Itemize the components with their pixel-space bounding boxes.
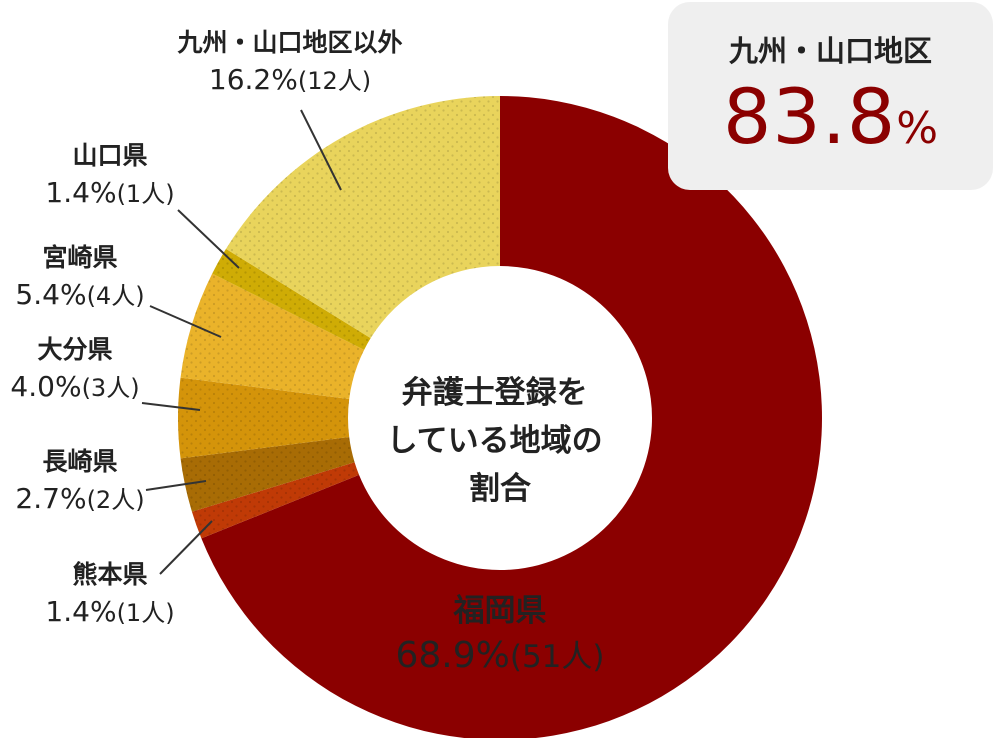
slice-value-label: 2.7%(2人) <box>15 482 144 515</box>
summary-value: 83.8% <box>668 72 993 161</box>
leader-line <box>159 520 213 575</box>
slice-name-label: 長崎県 <box>42 447 117 476</box>
slice-value-label: 1.4%(1人) <box>45 176 174 209</box>
slice-name-label: 宮崎県 <box>42 243 117 272</box>
leader-line <box>177 209 240 269</box>
slice-percent: 5.4% <box>15 278 86 311</box>
slice-count: (1人) <box>117 180 175 208</box>
slice-value-label: 1.4%(1人) <box>45 595 174 628</box>
leader-line <box>149 305 222 338</box>
slice-texture <box>191 462 360 539</box>
summary-title: 九州・山口地区 <box>728 34 932 68</box>
slice-value-label: 5.4%(4人) <box>15 278 144 311</box>
donut-slices <box>177 96 822 738</box>
slice-value-label: 16.2%(12人) <box>209 63 371 96</box>
leader-line <box>141 402 201 411</box>
center-label-line-1: 弁護士登録を <box>402 375 588 411</box>
slice-count: (1人) <box>117 599 175 627</box>
summary-value-number: 83.8 <box>722 72 897 161</box>
summary-value-unit: % <box>896 103 939 154</box>
slice-count: (3人) <box>82 374 140 402</box>
slice-count: (4人) <box>87 282 145 310</box>
slice-name-label: 福岡県 <box>453 593 547 629</box>
slice-percent: 68.9% <box>395 635 509 676</box>
center-label-line-3: 割合 <box>469 471 531 507</box>
slice-texture <box>212 248 371 350</box>
slice-texture <box>225 96 500 339</box>
slice-value-label: 4.0%(3人) <box>10 370 139 403</box>
slice-count: (12人) <box>298 67 371 95</box>
leader-line <box>300 109 342 191</box>
summary-box: 九州・山口地区 83.8% <box>668 2 993 190</box>
slice-name-label: 大分県 <box>37 335 112 364</box>
slice-percent: 4.0% <box>10 370 81 403</box>
slice-percent: 1.4% <box>45 176 116 209</box>
slice-percent: 2.7% <box>15 482 86 515</box>
slice-percent: 16.2% <box>209 63 298 96</box>
slice-labels: 福岡県68.9%(51人)熊本県1.4%(1人)長崎県2.7%(2人)大分県4.… <box>10 28 604 676</box>
slice-name-label: 熊本県 <box>72 560 147 589</box>
slice-value-label: 68.9%(51人) <box>395 635 604 676</box>
center-label: 弁護士登録を している地域の 割合 <box>387 375 614 507</box>
slice-texture <box>180 273 365 399</box>
slice-name-label: 九州・山口地区以外 <box>176 28 402 57</box>
leader-lines <box>141 109 342 575</box>
leader-line <box>145 480 207 491</box>
slice-texture <box>180 437 355 512</box>
slice-percent: 1.4% <box>45 595 116 628</box>
slice-count: (2人) <box>87 486 145 514</box>
donut-slice <box>201 96 822 738</box>
slice-count: (51人) <box>510 639 605 675</box>
slice-texture <box>177 377 350 459</box>
center-label-line-2: している地域の <box>387 423 603 459</box>
slice-name-label: 山口県 <box>72 141 147 170</box>
